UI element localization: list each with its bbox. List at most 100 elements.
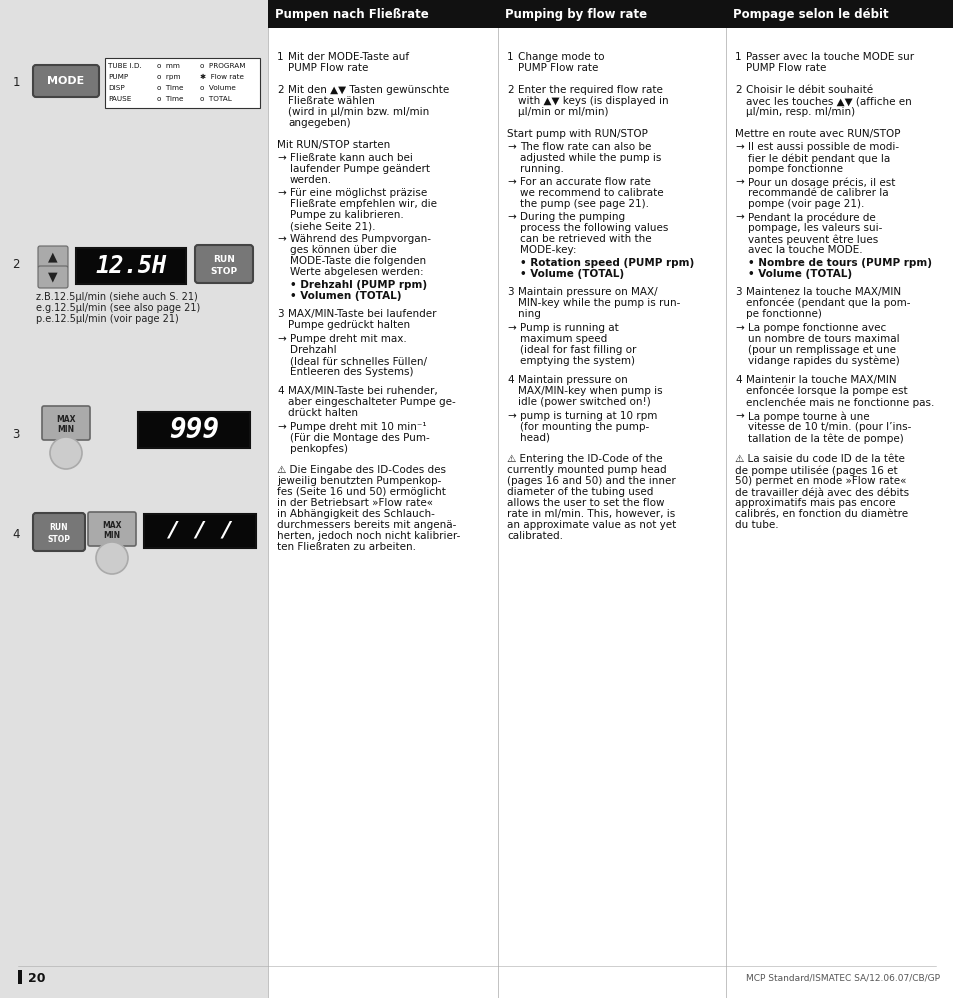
- Text: • Volumen (TOTAL): • Volumen (TOTAL): [290, 291, 401, 301]
- Text: MAX/MIN-key when pump is: MAX/MIN-key when pump is: [517, 386, 662, 396]
- Text: Pumping by flow rate: Pumping by flow rate: [504, 8, 646, 21]
- Text: pe fonctionne): pe fonctionne): [745, 309, 821, 319]
- Text: ⚠ La saisie du code ID de la tête: ⚠ La saisie du code ID de la tête: [734, 454, 904, 464]
- Text: PUMP: PUMP: [108, 74, 128, 80]
- Text: Für eine möglichst präzise: Für eine möglichst präzise: [290, 188, 427, 198]
- Text: (for mounting the pump-: (for mounting the pump-: [519, 422, 649, 432]
- FancyBboxPatch shape: [33, 513, 85, 551]
- Text: de pompe utilisée (pages 16 et: de pompe utilisée (pages 16 et: [734, 465, 897, 475]
- Text: un nombre de tours maximal: un nombre de tours maximal: [747, 334, 899, 344]
- Text: we recommend to calibrate: we recommend to calibrate: [519, 188, 663, 198]
- Text: 1: 1: [276, 52, 283, 62]
- Text: vantes peuvent être lues: vantes peuvent être lues: [747, 234, 878, 245]
- Text: →: →: [506, 411, 516, 421]
- Text: Während des Pumpvorgan-: Während des Pumpvorgan-: [290, 234, 431, 244]
- Bar: [268, 0, 497, 998]
- Text: →: →: [506, 212, 516, 222]
- Text: Mit RUN/STOP starten: Mit RUN/STOP starten: [276, 140, 390, 150]
- Text: can be retrieved with the: can be retrieved with the: [519, 234, 651, 244]
- FancyBboxPatch shape: [88, 512, 136, 546]
- Text: fier le débit pendant que la: fier le débit pendant que la: [747, 153, 889, 164]
- Text: recommandé de calibrer la: recommandé de calibrer la: [747, 188, 887, 198]
- Text: o  PROGRAM: o PROGRAM: [200, 63, 245, 69]
- Text: currently mounted pump head: currently mounted pump head: [506, 465, 666, 475]
- Text: Werte abgelesen werden:: Werte abgelesen werden:: [290, 267, 423, 277]
- Text: STOP: STOP: [48, 536, 71, 545]
- Text: →: →: [506, 177, 516, 187]
- FancyBboxPatch shape: [33, 65, 99, 97]
- Text: angegeben): angegeben): [288, 118, 351, 128]
- Text: / / /: / / /: [167, 521, 233, 541]
- Text: PAUSE: PAUSE: [108, 96, 132, 102]
- Text: an approximate value as not yet: an approximate value as not yet: [506, 520, 676, 530]
- Text: →: →: [276, 234, 286, 244]
- FancyBboxPatch shape: [42, 406, 90, 440]
- Text: PUMP Flow rate: PUMP Flow rate: [517, 63, 598, 73]
- Text: For an accurate flow rate: For an accurate flow rate: [519, 177, 650, 187]
- Text: Il est aussi possible de modi-: Il est aussi possible de modi-: [747, 142, 898, 152]
- Text: →: →: [506, 142, 516, 152]
- Text: STOP: STOP: [211, 267, 237, 276]
- Text: (ideal for fast filling or: (ideal for fast filling or: [519, 345, 636, 355]
- Text: in der Betriebsart »Flow rate«: in der Betriebsart »Flow rate«: [276, 498, 433, 508]
- Text: avec les touches ▲▼ (affiche en: avec les touches ▲▼ (affiche en: [745, 96, 911, 106]
- Text: z.B.12.5µl/min (siehe auch S. 21): z.B.12.5µl/min (siehe auch S. 21): [36, 292, 197, 302]
- Text: calibrated.: calibrated.: [506, 531, 562, 541]
- Text: MODE: MODE: [48, 76, 85, 86]
- Text: in Abhängigkeit des Schlauch-: in Abhängigkeit des Schlauch-: [276, 509, 435, 519]
- Text: MAX: MAX: [56, 415, 75, 424]
- Text: o  Time: o Time: [157, 96, 183, 102]
- Text: Choisir le débit souhaité: Choisir le débit souhaité: [745, 85, 872, 95]
- Text: rate in ml/min. This, however, is: rate in ml/min. This, however, is: [506, 509, 675, 519]
- Text: ning: ning: [517, 309, 540, 319]
- Text: du tube.: du tube.: [734, 520, 778, 530]
- Text: µl/min, resp. ml/min): µl/min, resp. ml/min): [745, 107, 854, 117]
- Text: 1: 1: [12, 76, 20, 89]
- Text: 2: 2: [506, 85, 513, 95]
- Text: Pumpe gedrückt halten: Pumpe gedrückt halten: [288, 320, 410, 330]
- Text: maximum speed: maximum speed: [519, 334, 607, 344]
- Text: 2: 2: [276, 85, 283, 95]
- Text: Mit der MODE-Taste auf: Mit der MODE-Taste auf: [288, 52, 409, 62]
- Text: 2: 2: [734, 85, 740, 95]
- Text: 3: 3: [276, 309, 283, 319]
- Text: head): head): [519, 433, 550, 443]
- Text: pompe (voir page 21).: pompe (voir page 21).: [747, 199, 863, 209]
- Text: The flow rate can also be: The flow rate can also be: [519, 142, 651, 152]
- Text: o  Time: o Time: [157, 85, 183, 91]
- Text: tallation de la tête de pompe): tallation de la tête de pompe): [747, 433, 902, 443]
- Text: • Drehzahl (PUMP rpm): • Drehzahl (PUMP rpm): [290, 280, 427, 290]
- Text: adjusted while the pump is: adjusted while the pump is: [519, 153, 660, 163]
- Text: 4: 4: [734, 375, 740, 385]
- Text: MAX/MIN-Taste bei ruhender,: MAX/MIN-Taste bei ruhender,: [288, 386, 437, 396]
- Text: ▼: ▼: [49, 270, 58, 283]
- Text: (pages 16 and 50) and the inner: (pages 16 and 50) and the inner: [506, 476, 675, 486]
- Text: PUMP Flow rate: PUMP Flow rate: [288, 63, 368, 73]
- Text: RUN: RUN: [50, 524, 69, 533]
- Text: • Nombre de tours (PUMP rpm): • Nombre de tours (PUMP rpm): [747, 258, 931, 268]
- Bar: [725, 0, 953, 998]
- Text: MODE-Taste die folgenden: MODE-Taste die folgenden: [290, 256, 426, 266]
- Text: werden.: werden.: [290, 175, 332, 185]
- FancyBboxPatch shape: [194, 245, 253, 283]
- Text: • Rotation speed (PUMP rpm): • Rotation speed (PUMP rpm): [519, 258, 694, 268]
- Text: drückt halten: drückt halten: [288, 408, 357, 418]
- Bar: [138, 412, 250, 448]
- Text: (Ideal für schnelles Füllen/: (Ideal für schnelles Füllen/: [290, 356, 427, 366]
- Text: herten, jedoch noch nicht kalibrier-: herten, jedoch noch nicht kalibrier-: [276, 531, 460, 541]
- Text: Maintenez la touche MAX/MIN: Maintenez la touche MAX/MIN: [745, 287, 901, 297]
- Text: Passer avec la touche MODE sur: Passer avec la touche MODE sur: [745, 52, 913, 62]
- Text: Maintain pressure on: Maintain pressure on: [517, 375, 627, 385]
- Bar: [18, 970, 22, 984]
- Text: →: →: [734, 323, 743, 333]
- Text: aber eingeschalteter Pumpe ge-: aber eingeschalteter Pumpe ge-: [288, 397, 456, 407]
- Text: • Volume (TOTAL): • Volume (TOTAL): [519, 269, 623, 279]
- Bar: [497, 0, 725, 998]
- Text: ▲: ▲: [49, 250, 58, 263]
- Text: Start pump with RUN/STOP: Start pump with RUN/STOP: [506, 129, 647, 139]
- Text: 4: 4: [12, 529, 20, 542]
- Text: idle (power switched on!): idle (power switched on!): [517, 397, 650, 407]
- Text: MIN: MIN: [57, 425, 74, 434]
- Text: Pumpen nach Fließrate: Pumpen nach Fließrate: [274, 8, 428, 21]
- Text: →: →: [734, 212, 743, 222]
